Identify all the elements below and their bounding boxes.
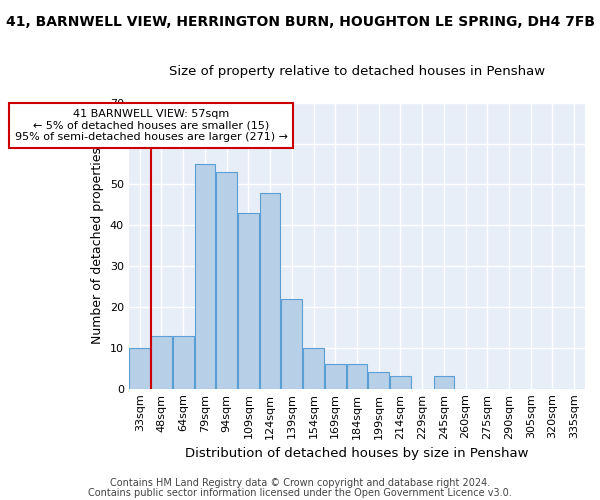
Bar — [303, 348, 324, 389]
Bar — [368, 372, 389, 388]
Text: 41 BARNWELL VIEW: 57sqm
← 5% of detached houses are smaller (15)
95% of semi-det: 41 BARNWELL VIEW: 57sqm ← 5% of detached… — [14, 109, 287, 142]
Bar — [130, 348, 150, 389]
Bar — [217, 172, 237, 388]
Bar — [151, 336, 172, 388]
Bar — [260, 192, 280, 388]
Y-axis label: Number of detached properties: Number of detached properties — [91, 147, 104, 344]
Bar — [434, 376, 454, 388]
Text: Contains public sector information licensed under the Open Government Licence v3: Contains public sector information licen… — [88, 488, 512, 498]
Bar — [194, 164, 215, 388]
Text: 41, BARNWELL VIEW, HERRINGTON BURN, HOUGHTON LE SPRING, DH4 7FB: 41, BARNWELL VIEW, HERRINGTON BURN, HOUG… — [5, 15, 595, 29]
Bar — [347, 364, 367, 388]
Bar — [173, 336, 194, 388]
Bar — [238, 213, 259, 388]
Text: Contains HM Land Registry data © Crown copyright and database right 2024.: Contains HM Land Registry data © Crown c… — [110, 478, 490, 488]
Bar — [390, 376, 411, 388]
Bar — [281, 299, 302, 388]
X-axis label: Distribution of detached houses by size in Penshaw: Distribution of detached houses by size … — [185, 447, 529, 460]
Title: Size of property relative to detached houses in Penshaw: Size of property relative to detached ho… — [169, 65, 545, 78]
Bar — [325, 364, 346, 388]
